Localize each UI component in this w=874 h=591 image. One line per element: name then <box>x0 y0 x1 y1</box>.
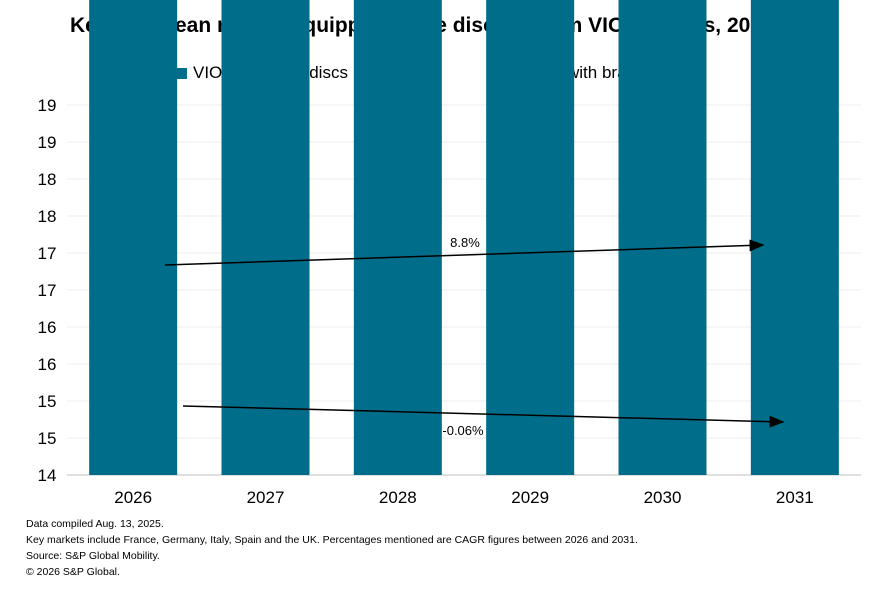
note-copyright: © 2026 S&P Global. <box>26 566 120 578</box>
y-tick-label: 19 <box>38 96 57 115</box>
x-tick-label: 2026 <box>114 488 152 507</box>
trend-arrow <box>182 405 785 428</box>
note-source: Source: S&P Global Mobility. <box>26 550 160 562</box>
x-tick-label: 2027 <box>247 488 285 507</box>
x-tick-label: 2029 <box>511 488 549 507</box>
trend-arrow <box>164 239 765 266</box>
y-tick-label: 17 <box>38 281 57 300</box>
bar-discs-2027 <box>221 0 310 475</box>
bar-discs-2028 <box>353 0 442 476</box>
legend-swatch-discs <box>176 67 187 79</box>
x-tick-label: 2031 <box>776 488 814 507</box>
footnotes: Data compiled Aug. 13, 2025. Key markets… <box>26 516 638 580</box>
y-tick-label: 16 <box>38 355 57 374</box>
y-tick-label: 15 <box>38 429 57 448</box>
y-tick-label: 14 <box>38 466 57 485</box>
bar-discs-2030 <box>618 0 707 475</box>
annotation-label: -0.06% <box>442 423 484 438</box>
y-tick-label: 18 <box>38 207 57 226</box>
y-tick-label: 18 <box>38 170 57 189</box>
x-tick-label: 2030 <box>644 488 682 507</box>
y-tick-label: 17 <box>38 244 57 263</box>
x-tick-label: 2028 <box>379 488 417 507</box>
note-compiled: Data compiled Aug. 13, 2025. <box>26 518 164 530</box>
y-tick-label: 16 <box>38 318 57 337</box>
y-tick-label: 15 <box>38 392 57 411</box>
note-markets: Key markets include France, Germany, Ita… <box>26 534 638 546</box>
y-tick-label: 19 <box>38 133 57 152</box>
bar-discs-2029 <box>486 0 575 475</box>
bar-discs-2031 <box>750 0 839 475</box>
bar-discs-2026 <box>89 0 178 475</box>
annotation-label: 8.8% <box>450 235 480 250</box>
